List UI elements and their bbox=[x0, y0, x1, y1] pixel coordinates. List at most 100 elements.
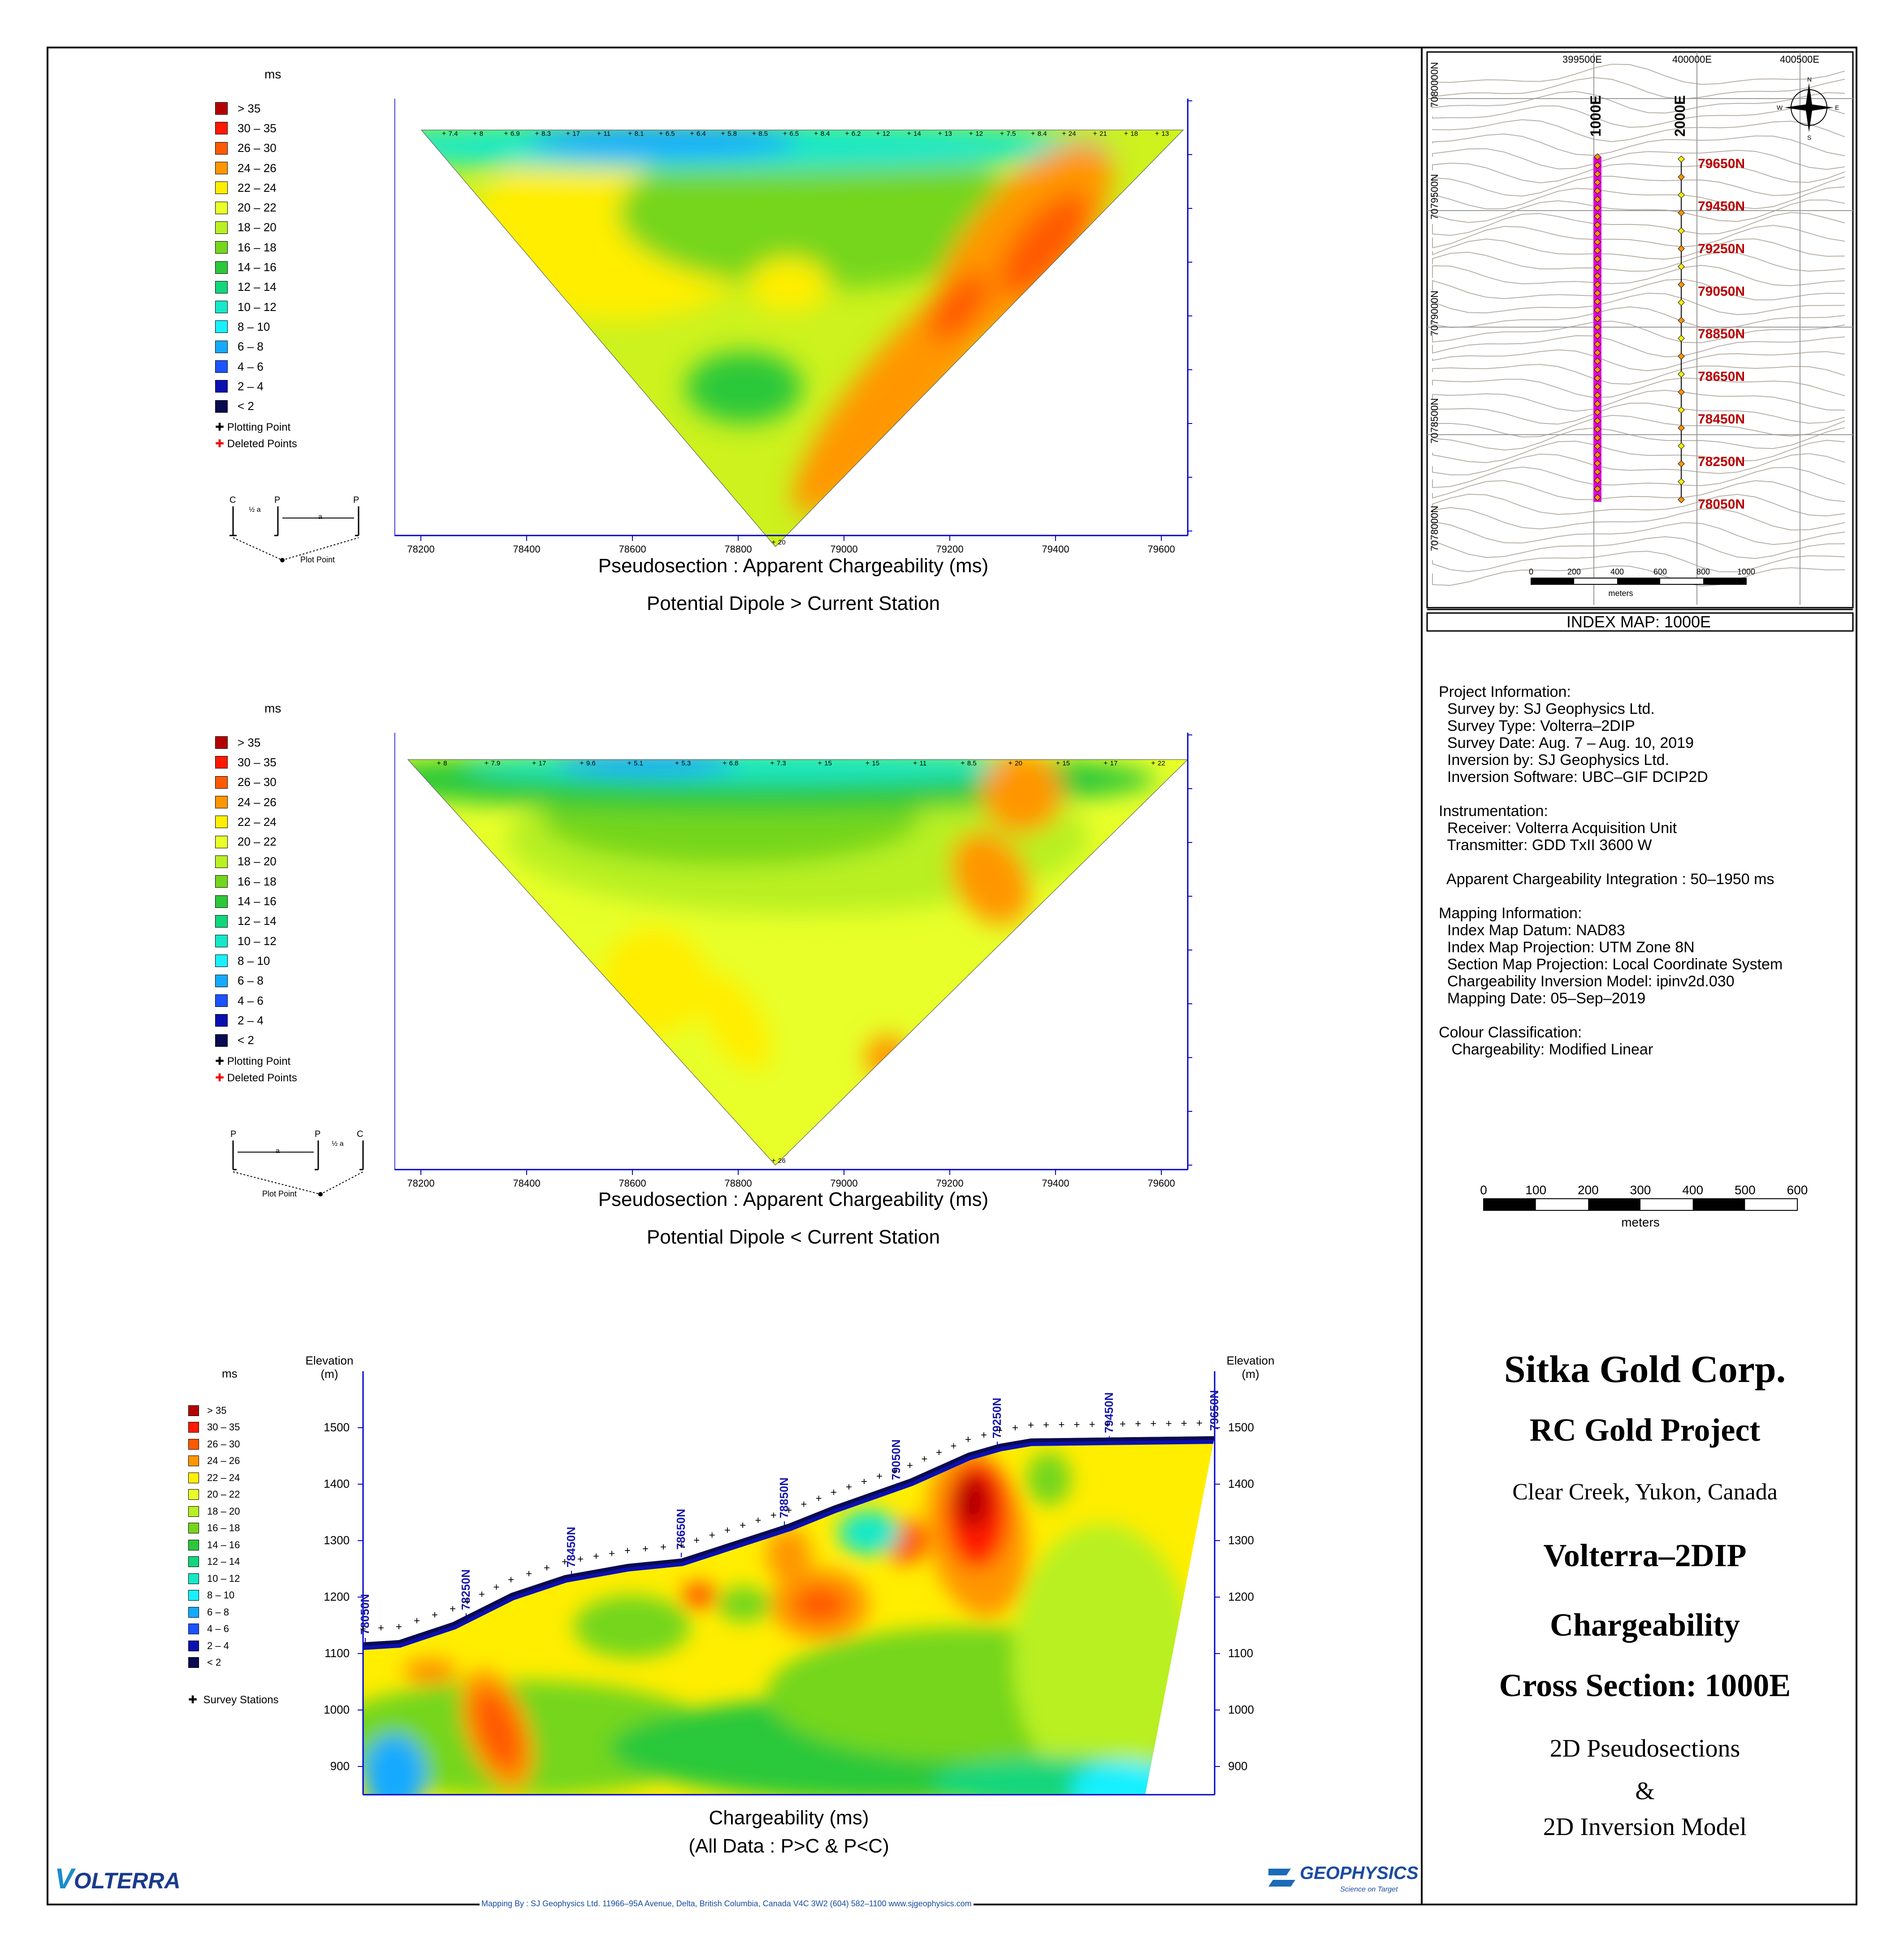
contour-line bbox=[1432, 453, 1845, 475]
station-marker bbox=[1678, 191, 1685, 199]
survey-station-marker: + bbox=[378, 1622, 384, 1634]
svg-text:P: P bbox=[315, 1129, 320, 1139]
contour-line bbox=[1432, 265, 1845, 286]
data-label: 15 bbox=[872, 760, 879, 767]
data-label: 8.5 bbox=[967, 760, 977, 767]
svg-text:a: a bbox=[276, 1147, 280, 1155]
legend-3: ms > 35 30 – 35 26 – 30 24 – 26 22 – 24 20 – … bbox=[188, 1367, 279, 1706]
map-station-label: 79250N bbox=[1698, 242, 1745, 256]
contour-line bbox=[1432, 238, 1845, 260]
y-tick-label: 1400 bbox=[1228, 1477, 1254, 1490]
contour-line bbox=[1432, 91, 1845, 114]
legend-label: 24 – 26 bbox=[238, 795, 277, 809]
data-label: 15 bbox=[1062, 760, 1070, 767]
plot-point: +8.4 bbox=[1031, 130, 1047, 138]
svg-text:+: + bbox=[504, 130, 508, 138]
legend-label: 18 – 20 bbox=[238, 220, 277, 234]
svg-text:+: + bbox=[876, 130, 880, 138]
legend-entry: 2 – 4 bbox=[188, 1637, 279, 1654]
scale-unit: meters bbox=[1621, 1215, 1660, 1229]
survey-station-marker: + bbox=[1181, 1417, 1187, 1429]
station-marker bbox=[1678, 209, 1685, 216]
svg-text:+: + bbox=[865, 760, 870, 767]
plot-point: +6.5 bbox=[659, 130, 675, 138]
data-label: 24 bbox=[1069, 130, 1076, 138]
x-tick-label: 78800 bbox=[724, 544, 752, 555]
station-label: 79050N bbox=[889, 1439, 903, 1480]
x-tick-label: 78600 bbox=[619, 544, 646, 555]
station-marker bbox=[1594, 221, 1601, 229]
inversion-caption1: Chargeability (ms) bbox=[709, 1807, 869, 1829]
plot-point: +6.8 bbox=[723, 760, 739, 767]
svg-text:+: + bbox=[913, 760, 917, 767]
station-marker bbox=[1678, 424, 1685, 432]
legend-entry: 14 – 16 bbox=[215, 257, 297, 277]
legend-swatch bbox=[215, 796, 228, 809]
plot-point: +17 bbox=[532, 760, 546, 767]
data-label: 17 bbox=[572, 130, 580, 138]
x-tick-label: 79200 bbox=[936, 544, 963, 555]
legend-entry: 12 – 14 bbox=[215, 277, 297, 297]
station-marker bbox=[1594, 264, 1601, 271]
survey-station-marker: + bbox=[508, 1574, 514, 1586]
x-tick-label: 78400 bbox=[513, 1178, 540, 1189]
scale-bar-segment bbox=[1484, 1199, 1536, 1210]
plot-point: +8.1 bbox=[628, 130, 644, 138]
legend-swatch bbox=[188, 1624, 199, 1635]
svg-text:+: + bbox=[969, 130, 973, 138]
svg-text:+: + bbox=[690, 130, 694, 138]
station-marker bbox=[1594, 213, 1601, 220]
svg-text:Elevation: Elevation bbox=[1227, 1354, 1275, 1367]
survey-station-marker: + bbox=[907, 1460, 913, 1472]
station-marker bbox=[1594, 307, 1601, 314]
legend-swatch bbox=[215, 895, 228, 908]
pseudo1-caption2: Potential Dipole > Current Station bbox=[646, 592, 940, 614]
index-map: 399500E 400000E 400500E 7080000N 7079500… bbox=[1426, 51, 1854, 632]
station-marker bbox=[1678, 155, 1685, 163]
svg-text:+: + bbox=[771, 1157, 775, 1165]
contour-line bbox=[1432, 186, 1845, 210]
station-marker bbox=[1594, 434, 1601, 441]
svg-text:S: S bbox=[1807, 134, 1811, 141]
svg-text:400500E: 400500E bbox=[1780, 54, 1819, 65]
legend-entry: 12 – 14 bbox=[188, 1554, 279, 1571]
svg-text:800: 800 bbox=[1696, 567, 1710, 576]
contour-line bbox=[1432, 64, 1845, 85]
legend-swatch bbox=[215, 915, 228, 928]
y-tick-label: 1000 bbox=[1228, 1703, 1254, 1716]
legend-entry: 10 – 12 bbox=[215, 297, 297, 317]
legend-survey-stations: ✚ Survey Stations bbox=[188, 1694, 279, 1706]
legend-swatch bbox=[215, 340, 228, 353]
legend-unit: ms bbox=[264, 701, 281, 715]
contour-line bbox=[1432, 389, 1845, 412]
legend-entry: 16 – 18 bbox=[188, 1520, 279, 1537]
legend-swatch bbox=[215, 776, 228, 789]
station-marker bbox=[1594, 162, 1601, 169]
data-label: 5.8 bbox=[727, 130, 737, 138]
map-station-label: 78650N bbox=[1698, 369, 1745, 384]
y-tick-label: 900 bbox=[1228, 1759, 1247, 1773]
survey-station-marker: + bbox=[1012, 1422, 1018, 1434]
map-station-label: 79650N bbox=[1698, 156, 1745, 171]
svg-text:+: + bbox=[1155, 130, 1159, 138]
svg-text:INDEX MAP: 1000E: INDEX MAP: 1000E bbox=[1566, 613, 1711, 631]
legend-label: > 35 bbox=[238, 735, 261, 749]
survey-station-marker: + bbox=[786, 1504, 792, 1516]
pseudosection-1: 78200 78400 78600 78800 79000 79200 79400 79600… bbox=[394, 99, 1192, 555]
station-marker bbox=[1678, 317, 1685, 324]
legend-label: 10 – 12 bbox=[207, 1572, 240, 1584]
legend-label: > 35 bbox=[238, 101, 261, 115]
survey-station-marker: + bbox=[1135, 1418, 1141, 1430]
legend-swatch bbox=[215, 320, 228, 333]
contour-line bbox=[1432, 148, 1845, 170]
plot-point: +5.1 bbox=[627, 760, 643, 767]
station-label: 78850N bbox=[777, 1477, 791, 1518]
station-label: 78450N bbox=[564, 1527, 578, 1568]
survey-station-marker: + bbox=[464, 1596, 470, 1608]
legend-label: 24 – 26 bbox=[207, 1455, 240, 1467]
legend-swatch bbox=[215, 1014, 228, 1027]
legend-entry: 2 – 4 bbox=[215, 1011, 297, 1030]
svg-text:1000E: 1000E bbox=[1588, 95, 1604, 137]
station-marker bbox=[1594, 196, 1601, 203]
data-label: 8.4 bbox=[821, 130, 830, 138]
